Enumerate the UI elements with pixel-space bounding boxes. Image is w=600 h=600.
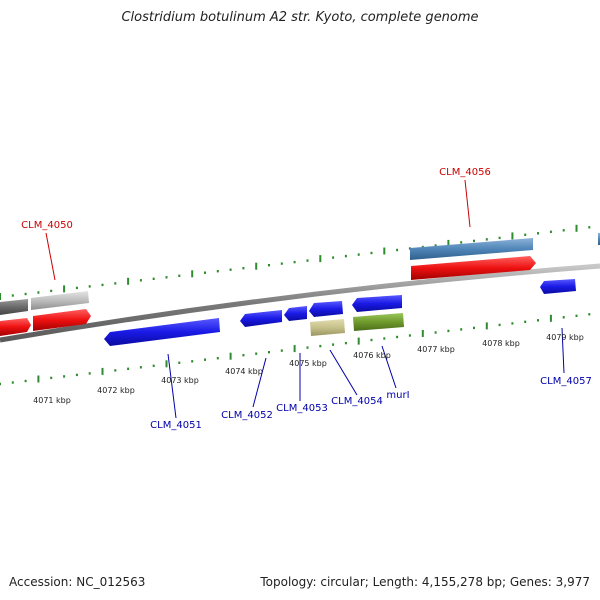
tick-label-4077: 4077 kbp bbox=[417, 345, 455, 354]
tick-label-4079: 4079 kbp bbox=[546, 333, 584, 342]
gene-blue-clm4052[interactable] bbox=[240, 310, 282, 327]
tick-label-4072: 4072 kbp bbox=[97, 386, 135, 395]
tick-label-4078: 4078 kbp bbox=[482, 339, 520, 348]
leader-muri bbox=[381, 345, 397, 389]
leader-clm4050 bbox=[45, 232, 56, 281]
label-clm4050[interactable]: CLM_4050 bbox=[21, 220, 73, 231]
gene-red-clm4050[interactable] bbox=[33, 309, 91, 331]
gene-blue-clm4054[interactable] bbox=[309, 301, 343, 317]
leader-clm4054 bbox=[329, 349, 358, 396]
leader-clm4056 bbox=[464, 179, 471, 228]
label-clm4054[interactable]: CLM_4054 bbox=[331, 396, 383, 407]
genome-title: Clostridium botulinum A2 str. Kyoto, com… bbox=[121, 10, 479, 25]
accession-label: Accession: NC_012563 bbox=[9, 575, 146, 589]
label-clm4053[interactable]: CLM_4053 bbox=[276, 403, 328, 414]
leader-clm4052 bbox=[252, 357, 267, 408]
gene-blue-clm4051[interactable] bbox=[104, 318, 220, 346]
gene-olive-muri[interactable] bbox=[353, 313, 404, 331]
gene-red-clm4056[interactable] bbox=[411, 256, 536, 280]
label-muri[interactable]: murI bbox=[386, 390, 409, 401]
gene-grey[interactable] bbox=[31, 291, 89, 310]
gene-khaki[interactable] bbox=[310, 319, 345, 336]
genome-backbone bbox=[0, 263, 600, 343]
gene-blue-clm4057[interactable] bbox=[540, 279, 576, 294]
leader-clm4051 bbox=[167, 353, 177, 419]
label-clm4052[interactable]: CLM_4052 bbox=[221, 410, 273, 421]
tick-label-4073: 4073 kbp bbox=[161, 376, 199, 385]
label-clm4051[interactable]: CLM_4051 bbox=[150, 420, 202, 431]
tick-label-4075: 4075 kbp bbox=[289, 359, 327, 368]
tick-label-4071: 4071 kbp bbox=[33, 396, 71, 405]
tick-label-4076: 4076 kbp bbox=[353, 351, 391, 360]
tick-label-4074: 4074 kbp bbox=[225, 367, 263, 376]
gene-blue-right-of-clm4054[interactable] bbox=[352, 295, 402, 312]
leader-clm4057 bbox=[561, 327, 565, 374]
gene-steelblue-clm4056[interactable] bbox=[410, 238, 533, 260]
label-clm4056[interactable]: CLM_4056 bbox=[439, 167, 491, 178]
gene-darkgrey[interactable] bbox=[0, 299, 28, 315]
genome-stats-label: Topology: circular; Length: 4,155,278 bp… bbox=[260, 575, 590, 589]
reverse-tick-track bbox=[0, 313, 591, 386]
forward-tick-track bbox=[0, 224, 591, 300]
label-clm4057[interactable]: CLM_4057 bbox=[540, 376, 592, 387]
gene-red-left[interactable] bbox=[0, 318, 31, 336]
gene-blue-clm4053[interactable] bbox=[284, 306, 307, 321]
